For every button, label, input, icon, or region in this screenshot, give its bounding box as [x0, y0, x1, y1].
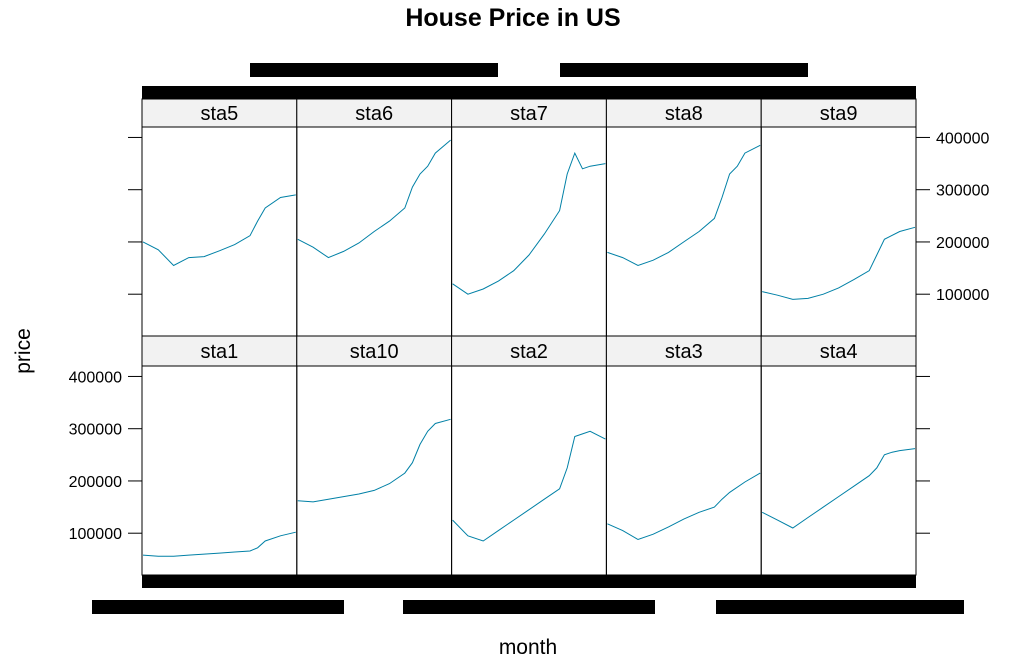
plot-frame-sta7	[451, 126, 607, 337]
strip-label-sta9: sta9	[820, 103, 858, 125]
series-line-sta1	[142, 531, 296, 557]
y-tick-label-top-0: 100000	[936, 287, 989, 304]
panel-sta8: sta8	[605, 98, 762, 337]
y-tick-label-top-3: 400000	[936, 130, 989, 147]
x-axis-title: month	[499, 636, 557, 659]
strip-label-sta8: sta8	[665, 103, 703, 125]
panel-sta1: sta1	[141, 335, 298, 576]
panel-sta6: sta6	[296, 98, 453, 337]
strip-sta2	[451, 335, 607, 367]
strip-label-sta4: sta4	[820, 341, 858, 363]
series-line-sta8	[607, 144, 761, 267]
plot-frame-sta8	[605, 126, 762, 337]
panel-sta10: sta10	[296, 335, 453, 576]
plot-frame-sta5	[141, 126, 298, 337]
bottom-axis-band	[142, 575, 916, 588]
plot-frame-sta1	[141, 365, 298, 576]
strip-label-sta5: sta5	[200, 103, 238, 125]
series-line-sta3	[607, 472, 761, 541]
strip-sta1	[141, 335, 298, 367]
x-tick-labels-bottom-2	[403, 600, 655, 614]
strip-label-sta6: sta6	[355, 103, 393, 125]
plot-frame-sta3	[605, 365, 762, 576]
x-tick-labels-top-2	[560, 63, 808, 77]
strip-sta10	[296, 335, 453, 367]
plot-frame-sta2	[451, 365, 607, 576]
y-tick-label-bottom-3: 400000	[69, 369, 122, 386]
y-tick-label-top-1: 200000	[936, 235, 989, 252]
y-axis-title: price	[12, 328, 35, 374]
strip-label-sta1: sta1	[200, 341, 238, 363]
y-tick-label-bottom-2: 300000	[69, 422, 122, 439]
top-axis-band	[142, 86, 916, 99]
panel-sta2: sta2	[451, 335, 607, 576]
strip-label-sta2: sta2	[510, 341, 548, 363]
strip-sta6	[296, 98, 453, 128]
series-line-sta5	[142, 194, 296, 267]
y-tick-label-bottom-1: 200000	[69, 474, 122, 491]
strip-label-sta3: sta3	[665, 341, 703, 363]
y-tick-label-top-2: 300000	[936, 183, 989, 200]
panel-sta9: sta9	[760, 98, 917, 337]
strip-sta3	[605, 335, 762, 367]
strip-label-sta10: sta10	[350, 341, 399, 363]
panel-sta5: sta5	[141, 98, 298, 337]
series-line-sta2	[452, 430, 606, 542]
panel-grid: sta5 sta6 sta7 sta8 sta9 sta1 sta10 sta2 sta3 sta…	[141, 98, 917, 576]
strip-sta5	[141, 98, 298, 128]
x-tick-labels-top-1	[250, 63, 498, 77]
chart-title: House Price in US	[405, 4, 620, 32]
panel-sta4: sta4	[760, 335, 917, 576]
series-line-sta9	[762, 226, 916, 300]
strip-sta8	[605, 98, 762, 128]
y-tick-label-bottom-0: 100000	[69, 526, 122, 543]
plot-frame-sta4	[760, 365, 917, 576]
series-line-sta6	[297, 139, 451, 259]
x-tick-labels-bottom-3	[716, 600, 964, 614]
panel-sta3: sta3	[605, 335, 762, 576]
series-line-sta4	[761, 448, 916, 529]
series-line-sta7	[452, 151, 606, 295]
axes: 100000 100000 200000 200000 300000 300000 4000…	[69, 63, 989, 614]
panel-sta7: sta7	[451, 98, 607, 337]
plot-frame-sta9	[760, 126, 917, 337]
series-line-sta10	[297, 418, 451, 503]
plot-frame-sta10	[296, 365, 453, 576]
x-tick-labels-bottom-1	[92, 600, 344, 614]
strip-label-sta7: sta7	[510, 103, 548, 125]
